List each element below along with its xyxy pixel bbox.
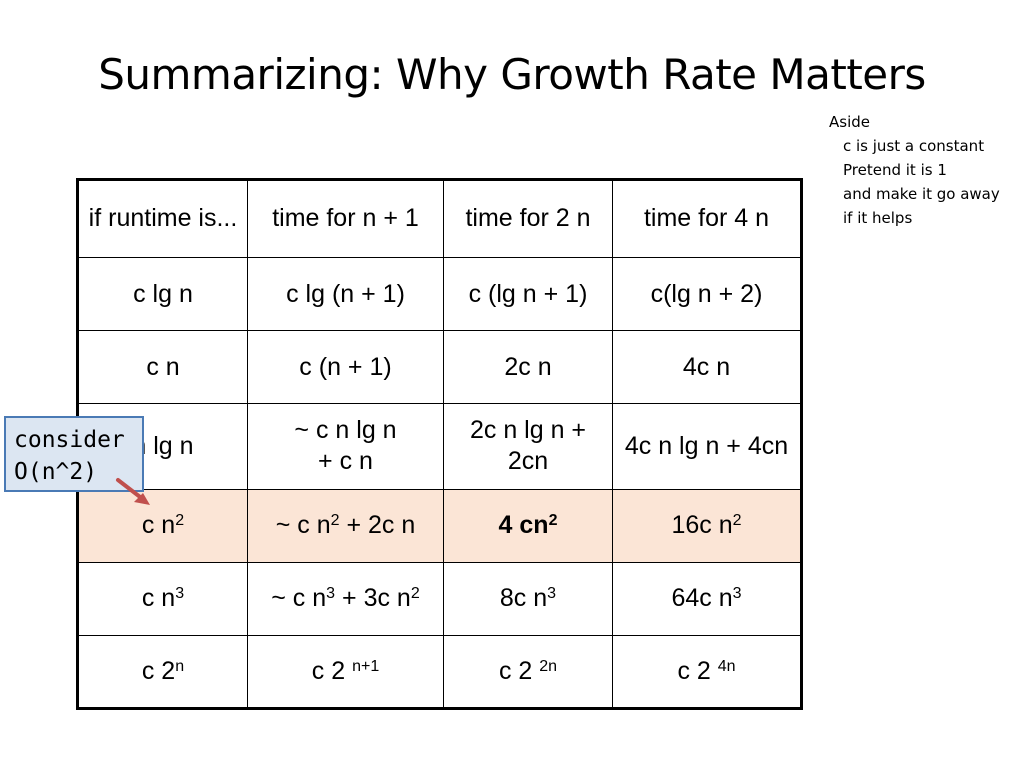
- table-cell: c lg n: [77, 257, 248, 332]
- cell-base: c 2: [141, 656, 176, 685]
- cell-exponent: 2: [548, 511, 558, 529]
- cell-exponent: 2: [175, 511, 185, 529]
- cell-base: 64c n: [671, 584, 733, 613]
- aside-heading: Aside: [829, 113, 870, 131]
- cell-exponent: 2: [330, 511, 340, 529]
- cell-exponent: 3: [547, 585, 557, 603]
- table-cell: 16c n2: [612, 488, 802, 563]
- callout-line: consider: [14, 427, 125, 453]
- table-row-highlighted: c n2 ~ c n2 + 2c n 4 cn2 16c n2: [77, 488, 802, 563]
- table-cell: ~ c n2 + 2c n: [247, 488, 444, 563]
- cell-exponent: n+1: [352, 657, 380, 675]
- table-cell: c 2 n+1: [247, 634, 444, 710]
- table-row: c lg n c lg (n + 1) c (lg n + 1) c(lg n …: [77, 257, 802, 332]
- cell-tail: + 3c n: [335, 584, 411, 613]
- table-cell: 64c n3: [612, 561, 802, 636]
- cell-line: ~ c n lg n: [294, 416, 397, 445]
- cell-exponent: n: [175, 657, 185, 675]
- table-cell: c n: [77, 330, 248, 405]
- cell-exponent: 2: [410, 585, 420, 603]
- table-cell: c (lg n + 1): [443, 257, 613, 332]
- cell-exponent: 4n: [717, 657, 736, 675]
- table-cell: ~ c n lg n + c n: [247, 403, 444, 490]
- table-cell: 8c n3: [443, 561, 613, 636]
- header-cell: time for n + 1: [247, 178, 444, 259]
- table-header-row: if runtime is... time for n + 1 time for…: [77, 178, 802, 259]
- cell-base: ~ c n: [271, 584, 327, 613]
- cell-exponent: 3: [732, 585, 742, 603]
- aside-line: c is just a constant: [843, 137, 985, 155]
- header-cell: if runtime is...: [77, 178, 248, 259]
- cell-base: c 2: [677, 656, 718, 685]
- table-cell: c (n + 1): [247, 330, 444, 405]
- table-row: c 2n c 2 n+1 c 2 2n c 2 4n: [77, 634, 802, 710]
- cell-tail: + 2c n: [339, 510, 416, 539]
- table-cell: c(lg n + 2): [612, 257, 802, 332]
- callout-line: O(n^2): [14, 459, 98, 485]
- table-cell: c n2: [77, 488, 248, 563]
- table-cell: c 2n: [77, 634, 248, 710]
- cell-exponent: 3: [326, 585, 336, 603]
- cell-exponent: 3: [175, 585, 185, 603]
- table-row: n lg n ~ c n lg n + c n 2c n lg n + 2cn …: [77, 403, 802, 490]
- cell-base: c n: [141, 584, 176, 613]
- table-cell: c lg (n + 1): [247, 257, 444, 332]
- cell-base: c 2: [311, 656, 353, 685]
- table-cell: c n3: [77, 561, 248, 636]
- table-cell: ~ c n3 + 3c n2: [247, 561, 444, 636]
- aside-line: and make it go away: [843, 185, 1000, 203]
- table-cell: c 2 2n: [443, 634, 613, 710]
- cell-base: 4 cn: [498, 510, 549, 539]
- cell-exponent: 2n: [539, 657, 558, 675]
- table-row: c n3 ~ c n3 + 3c n2 8c n3 64c n3: [77, 561, 802, 636]
- header-cell: time for 4 n: [612, 178, 802, 259]
- table-cell: 4 cn2: [443, 488, 613, 563]
- header-cell: time for 2 n: [443, 178, 613, 259]
- cell-base: 16c n: [671, 510, 733, 539]
- table-cell: 4c n: [612, 330, 802, 405]
- growth-rate-table: if runtime is... time for n + 1 time for…: [76, 178, 803, 710]
- callout-arrow-icon: [116, 478, 150, 505]
- cell-base: ~ c n: [275, 510, 331, 539]
- table-cell: 2c n lg n + 2cn: [443, 403, 613, 490]
- cell-base: c 2: [498, 656, 540, 685]
- aside-note: Aside c is just a constant Pretend it is…: [829, 110, 1019, 230]
- table-cell: c 2 4n: [612, 634, 802, 710]
- table-cell: 4c n lg n + 4cn: [612, 403, 802, 490]
- cell-base: 8c n: [499, 584, 548, 613]
- cell-line: + c n: [318, 447, 373, 476]
- aside-line: if it helps: [843, 209, 913, 227]
- consider-callout: consider O(n^2): [4, 416, 144, 492]
- aside-line: Pretend it is 1: [843, 161, 947, 179]
- cell-exponent: 2: [732, 511, 742, 529]
- table-row: c n c (n + 1) 2c n 4c n: [77, 330, 802, 405]
- table-cell: 2c n: [443, 330, 613, 405]
- slide-title: Summarizing: Why Growth Rate Matters: [98, 50, 926, 99]
- cell-base: c n: [141, 510, 176, 539]
